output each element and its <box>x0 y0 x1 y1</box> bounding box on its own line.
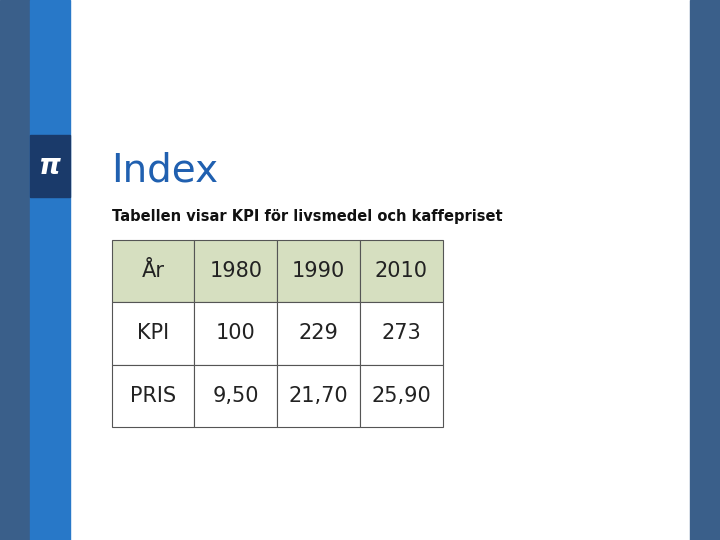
Text: KPI: KPI <box>137 323 169 343</box>
Text: 21,70: 21,70 <box>289 386 348 406</box>
Text: Tabellen visar KPI för livsmedel och kaffepriset: Tabellen visar KPI för livsmedel och kaf… <box>112 208 503 224</box>
Text: 1980: 1980 <box>210 261 262 281</box>
Text: PRIS: PRIS <box>130 386 176 406</box>
Text: Index: Index <box>112 151 219 189</box>
Text: 9,50: 9,50 <box>212 386 259 406</box>
Text: π: π <box>39 152 61 180</box>
Text: 1990: 1990 <box>292 261 345 281</box>
Text: 100: 100 <box>216 323 256 343</box>
Text: 229: 229 <box>299 323 338 343</box>
Text: 25,90: 25,90 <box>372 386 431 406</box>
Text: 273: 273 <box>382 323 421 343</box>
Text: År: År <box>142 261 164 281</box>
Text: 2010: 2010 <box>375 261 428 281</box>
